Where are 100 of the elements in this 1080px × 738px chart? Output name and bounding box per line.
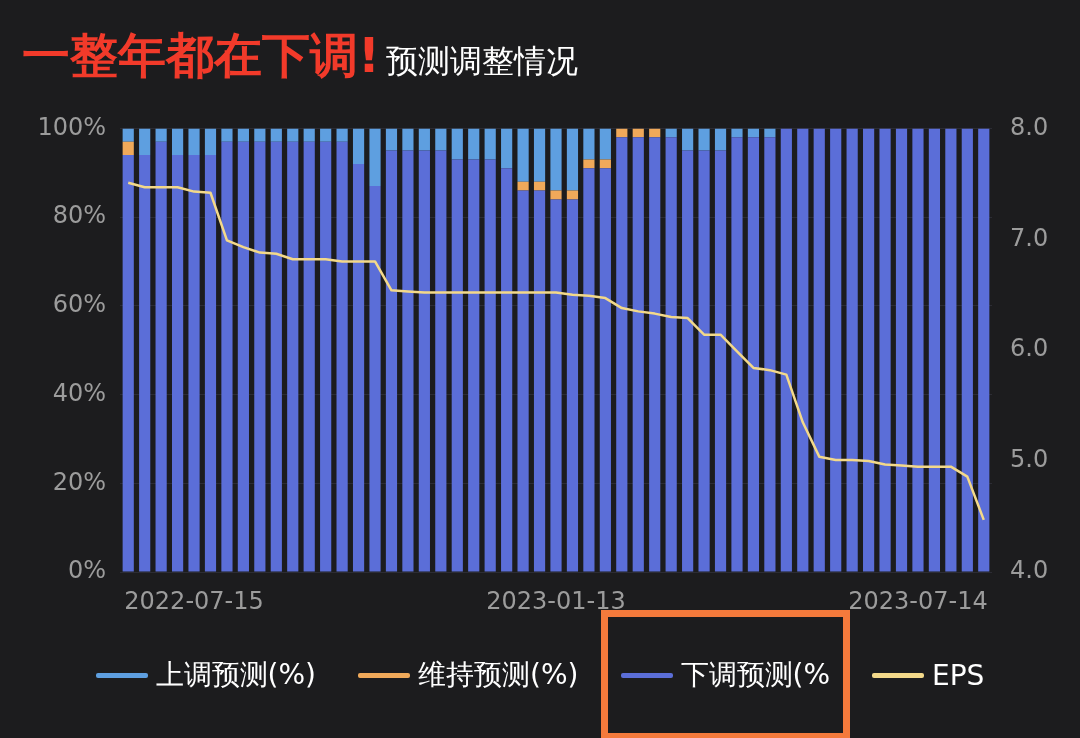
y-tick-label: 60%	[52, 290, 106, 319]
bar	[550, 190, 562, 200]
bar	[336, 128, 348, 142]
bar	[270, 141, 282, 572]
bar	[435, 150, 447, 572]
bar	[303, 128, 315, 142]
bar	[237, 128, 249, 142]
bar	[863, 128, 875, 572]
bar	[517, 128, 529, 182]
bar	[435, 128, 447, 151]
bar	[237, 141, 249, 572]
bar	[517, 181, 529, 191]
bar	[336, 141, 348, 572]
bar	[797, 128, 809, 572]
bar	[533, 190, 546, 572]
bar	[484, 128, 496, 160]
y-tick-label: 20%	[52, 467, 106, 496]
y2-tick-label: 7.0	[1010, 223, 1049, 252]
bar	[846, 128, 858, 572]
bar	[122, 128, 134, 142]
bar	[649, 137, 661, 572]
bar	[731, 137, 743, 572]
bar	[385, 150, 398, 572]
bar	[599, 159, 611, 169]
bar	[139, 155, 151, 572]
bar	[369, 186, 381, 572]
bar	[352, 128, 365, 164]
chart-subtitle: 预测调整情况	[385, 41, 578, 82]
y-tick-label: 80%	[52, 201, 106, 230]
x-tick-label: 2022-07-15	[124, 586, 264, 615]
bar	[945, 128, 957, 572]
y2-tick-label: 8.0	[1010, 112, 1049, 141]
bar	[418, 150, 430, 572]
y-tick-label: 0%	[67, 556, 106, 585]
y2-tick-label: 6.0	[1010, 334, 1049, 363]
bar	[188, 155, 200, 572]
bar	[270, 128, 282, 142]
x-tick-label: 2023-01-13	[486, 586, 626, 615]
bar	[550, 199, 562, 572]
bar	[698, 128, 710, 151]
bar	[583, 168, 595, 572]
x-tick-label: 2023-07-14	[848, 586, 988, 615]
bar	[879, 128, 891, 572]
bar	[320, 141, 332, 572]
bar	[517, 190, 529, 572]
bar	[221, 128, 233, 142]
bar	[501, 168, 513, 572]
bar	[501, 128, 513, 169]
bar	[533, 181, 546, 191]
bar	[320, 128, 332, 142]
bar	[599, 128, 611, 160]
y2-tick-label: 5.0	[1010, 445, 1049, 474]
bar	[632, 137, 644, 572]
bar	[287, 128, 299, 142]
bar	[451, 159, 463, 572]
bar	[978, 128, 990, 572]
legend-label: 上调预测(%)	[155, 657, 317, 693]
bar	[747, 137, 760, 572]
bar	[599, 168, 611, 572]
bar	[171, 155, 184, 572]
legend-label: 维持预测(%)	[418, 657, 579, 693]
bar	[402, 128, 414, 151]
bar	[682, 150, 694, 572]
y-tick-label: 100%	[37, 112, 106, 141]
bar	[221, 141, 233, 572]
legend-label: EPS	[932, 658, 985, 692]
bar	[583, 128, 595, 160]
bar	[155, 141, 167, 572]
bar	[254, 128, 266, 142]
bar	[714, 150, 727, 572]
chart-title: 一整年都在下调!	[22, 26, 380, 85]
bar	[550, 128, 562, 191]
bar	[780, 128, 792, 572]
bar	[155, 128, 167, 142]
bar	[912, 128, 924, 572]
bar	[566, 128, 579, 191]
bar	[204, 155, 217, 572]
bar	[583, 159, 595, 169]
bar	[714, 128, 727, 151]
legend-label: 下调预测(%	[680, 657, 831, 693]
bar	[171, 128, 184, 156]
bar	[468, 128, 480, 160]
bar	[402, 150, 414, 572]
bar	[352, 163, 365, 572]
y2-tick-label: 4.0	[1010, 556, 1049, 585]
bar	[139, 128, 151, 156]
bar	[188, 128, 200, 156]
bar	[764, 137, 776, 572]
bar	[385, 128, 398, 151]
bar	[122, 141, 134, 156]
bar	[254, 141, 266, 572]
y-tick-label: 40%	[52, 378, 106, 407]
bar	[665, 137, 677, 572]
bar	[287, 141, 299, 572]
bar	[566, 199, 579, 572]
bar	[731, 128, 743, 138]
bar	[961, 128, 973, 572]
bar	[303, 141, 315, 572]
bar	[928, 128, 941, 572]
bar	[369, 128, 381, 187]
